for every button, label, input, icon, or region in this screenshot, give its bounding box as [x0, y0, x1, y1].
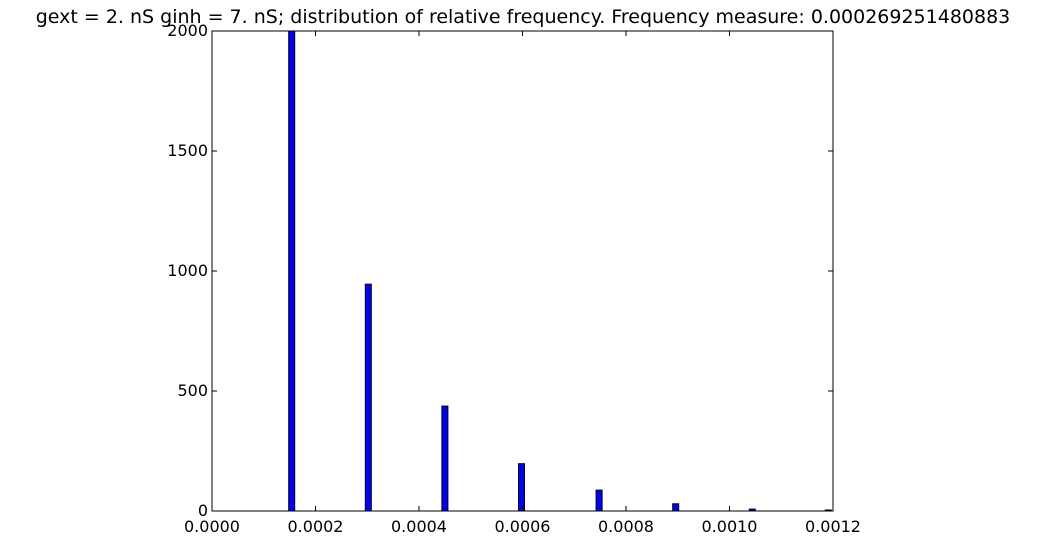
x-axis-tick-labels: 0.0000 0.0002 0.0004 0.0006 0.0008 0.0010 0.00…: [184, 517, 861, 536]
histogram-bar: [441, 405, 449, 512]
histogram-bar: [595, 489, 603, 512]
x-tick-label: 0.0002: [288, 517, 344, 536]
x-tick-label: 0.0004: [391, 517, 447, 536]
chart-title: gext = 2. nS ginh = 7. nS; distribution …: [36, 6, 1011, 28]
y-tick-label: 1500: [167, 141, 208, 160]
x-tick-label: 0.0008: [598, 517, 654, 536]
x-tick-label: 0.0012: [805, 517, 861, 536]
y-tick-label: 500: [177, 381, 208, 400]
x-tick-label: 0.0006: [495, 517, 551, 536]
histogram-bar: [518, 463, 525, 512]
y-tick-label: 0: [198, 501, 208, 520]
histogram-bar: [288, 30, 296, 512]
plot-frame: [211, 30, 834, 512]
histogram-bar: [364, 283, 372, 512]
x-tick-label: 0.0010: [702, 517, 758, 536]
x-tick-label: 0.0000: [184, 517, 240, 536]
y-tick-label: 2000: [167, 21, 208, 40]
y-tick-label: 1000: [167, 261, 208, 280]
histogram-bar: [672, 503, 680, 512]
bars-group: [288, 30, 832, 512]
y-axis-tick-labels: 0 500 1000 1500 2000: [167, 21, 208, 520]
axis-ticks: [211, 30, 834, 512]
